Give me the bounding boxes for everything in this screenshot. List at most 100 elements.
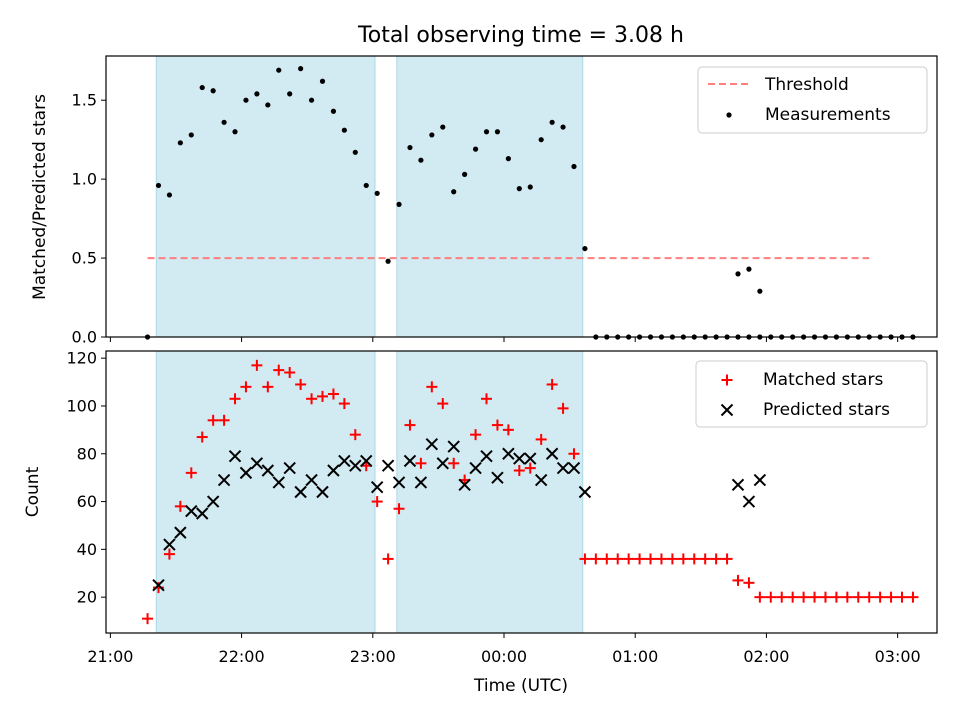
bottom-x-ticks: 21:00 22:00 23:00 00:00 01:00 02:00 03:00: [87, 633, 921, 666]
observing-window-0: [155, 350, 376, 634]
bottom-panel: 20 40 60 80 100 120 21:00 22:00 23:00 00:00 01:00…: [23, 349, 938, 696]
predicted-point: [283, 461, 296, 475]
bottom-shaded-regions: [155, 350, 584, 634]
legend-predicted-label: Predicted stars: [763, 400, 890, 420]
predicted-point: [524, 452, 537, 465]
matched-point: [765, 591, 777, 603]
bottom-plot-marks: [142, 359, 919, 625]
bottom-axes-frame: [105, 350, 938, 634]
predicted-point: [567, 461, 581, 475]
measurement-point: [418, 157, 424, 163]
measurement-point: [582, 245, 588, 252]
matched-point: [819, 591, 831, 603]
measurement-point: [527, 184, 533, 190]
top-x-ticks: [109, 337, 899, 342]
predicted-point: [447, 440, 460, 453]
measurement-point: [319, 78, 326, 84]
measurement-point: [396, 201, 402, 207]
top-shaded-regions: [155, 55, 584, 338]
observing-window-0: [155, 55, 376, 338]
matched-point: [295, 378, 307, 390]
measurement-point: [177, 140, 183, 146]
matched-point: [732, 574, 744, 586]
measurement-point: [199, 84, 205, 91]
top-legend: Threshold Measurements: [697, 66, 928, 134]
x-tick-label: 00:00: [481, 647, 527, 666]
x-tick-label: 03:00: [875, 647, 921, 666]
measurement-point: [265, 102, 271, 108]
matched-point: [754, 591, 766, 603]
legend-predicted-swatch: [720, 403, 734, 417]
predicted-point: [731, 478, 745, 492]
x-tick-label: 02:00: [743, 647, 789, 666]
y-tick-label: 20: [77, 588, 97, 607]
legend-predicted-marker: [720, 403, 734, 417]
predicted-point: [349, 459, 362, 472]
x-tick-label: 23:00: [350, 647, 396, 666]
predicted-point: [174, 526, 187, 539]
matched-point: [404, 419, 416, 431]
legend-matched-marker: [721, 374, 733, 386]
predicted-point: [250, 457, 264, 470]
top-panel: 0.0 0.5 1.0 1.5 Matched/Predicted stars Thr…: [30, 55, 938, 347]
measurement-point: [287, 91, 293, 97]
matched-point: [721, 553, 733, 565]
measurement-point: [549, 119, 555, 125]
matched-point: [382, 553, 394, 565]
matched-point: [885, 591, 897, 603]
matched-point: [207, 414, 219, 426]
matched-point: [601, 553, 613, 565]
matched-point: [327, 388, 339, 400]
matched-point: [437, 398, 449, 410]
predicted-point: [403, 454, 417, 468]
matched-point: [316, 390, 328, 402]
legend-matched-swatch: [721, 374, 733, 386]
predicted-point: [272, 476, 285, 489]
matched-point: [546, 378, 558, 390]
bottom-y-axis-label: Count: [23, 466, 43, 517]
measurement-point: [352, 149, 358, 155]
y-tick-label: 100: [66, 396, 97, 415]
y-tick-label: 120: [66, 349, 97, 368]
matched-point: [393, 503, 405, 515]
predicted-point: [206, 495, 220, 508]
measurement-point: [451, 189, 457, 195]
matched-point: [841, 591, 853, 603]
matched-point: [874, 591, 886, 603]
measurement-point: [155, 182, 162, 189]
y-tick-label: 60: [77, 492, 97, 511]
measurement-point: [221, 119, 227, 125]
x-tick-label: 01:00: [612, 647, 658, 666]
measurement-point: [538, 137, 544, 143]
matched-point: [907, 591, 919, 603]
measurement-point: [363, 182, 369, 189]
matched-point: [830, 591, 842, 603]
legend-matched-label: Matched stars: [763, 370, 883, 390]
measurement-point: [254, 91, 260, 97]
predicted-point: [534, 473, 548, 487]
legend-measurements-label: Measurements: [765, 105, 891, 125]
matched-point: [196, 431, 208, 443]
predicted-point: [556, 461, 570, 475]
matched-point: [896, 591, 908, 603]
matched-point: [863, 591, 875, 603]
y-tick-label: 40: [77, 540, 97, 559]
legend-threshold-label: Threshold: [764, 75, 849, 95]
observing-window-1: [396, 55, 584, 338]
matched-point: [710, 553, 722, 565]
matched-point: [448, 457, 460, 469]
measurement-point: [494, 129, 501, 135]
predicted-point: [294, 485, 307, 499]
measurement-point: [166, 192, 173, 198]
predicted-point: [163, 538, 176, 551]
measurement-point: [560, 124, 566, 130]
measurement-point: [407, 144, 413, 151]
predicted-point: [469, 461, 482, 475]
predicted-point: [414, 476, 428, 489]
predicted-point: [360, 454, 373, 468]
matched-point: [590, 553, 602, 565]
predicted-point: [502, 447, 515, 460]
measurement-point: [440, 124, 446, 130]
predicted-point: [392, 476, 406, 489]
x-tick-label: 22:00: [219, 647, 265, 666]
